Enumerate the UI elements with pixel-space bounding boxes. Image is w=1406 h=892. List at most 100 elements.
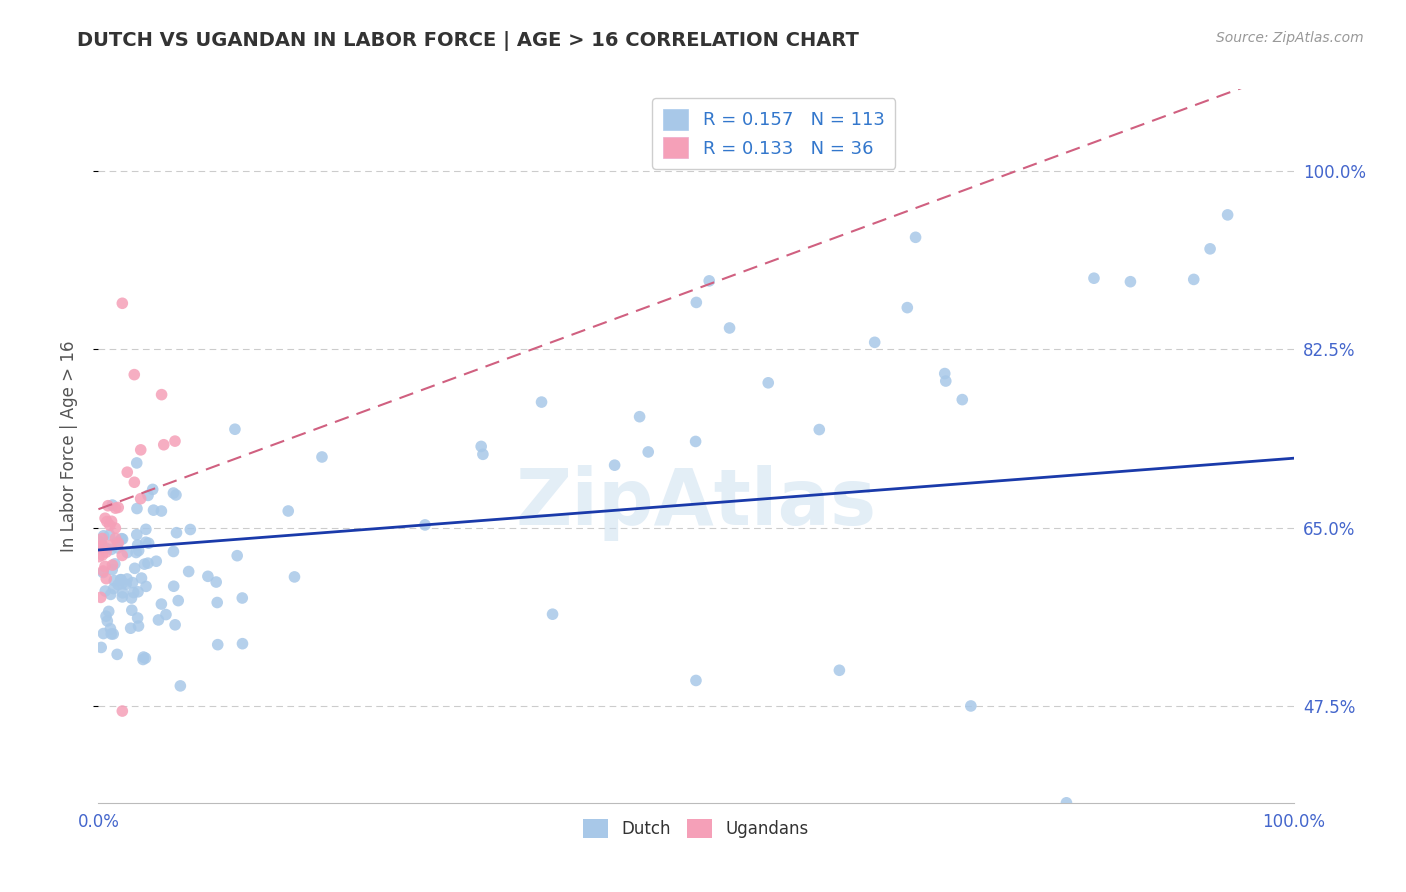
Point [179, 523, 201, 537]
Point [1216, 208, 1239, 222]
Point [685, 434, 707, 449]
Point [311, 450, 333, 464]
Point [163, 434, 186, 449]
Point [94, 511, 117, 525]
Point [94, 541, 117, 555]
Point [104, 521, 127, 535]
Point [205, 575, 228, 590]
Point [863, 335, 886, 350]
Point [165, 617, 187, 632]
Point [135, 535, 157, 549]
Point [105, 648, 128, 662]
Point [104, 531, 127, 545]
Point [91, 566, 114, 580]
Point [145, 554, 167, 568]
Point [121, 575, 143, 590]
Point [224, 422, 246, 436]
Point [128, 543, 150, 558]
Point [96, 614, 118, 628]
Legend: Dutch, Ugandans: Dutch, Ugandans [576, 812, 815, 845]
Point [125, 545, 148, 559]
Point [87, 540, 110, 554]
Point [226, 549, 249, 563]
Point [950, 392, 973, 407]
Point [91, 532, 114, 546]
Point [756, 376, 779, 390]
Point [91, 548, 114, 562]
Point [100, 622, 122, 636]
Point [628, 409, 651, 424]
Point [103, 574, 125, 588]
Point [98, 518, 121, 533]
Point [124, 475, 146, 490]
Point [283, 570, 305, 584]
Point [121, 591, 143, 605]
Point [277, 504, 299, 518]
Point [90, 640, 112, 655]
Point [96, 572, 118, 586]
Point [152, 438, 174, 452]
Point [934, 367, 956, 381]
Point [115, 545, 138, 559]
Point [117, 465, 139, 479]
Point [111, 576, 134, 591]
Point [1199, 242, 1222, 256]
Point [166, 525, 188, 540]
Point [177, 565, 200, 579]
Point [197, 569, 219, 583]
Point [90, 535, 112, 549]
Point [828, 663, 851, 677]
Point [131, 571, 153, 585]
Point [896, 301, 918, 315]
Point [470, 439, 492, 453]
Point [107, 577, 129, 591]
Point [1128, 805, 1150, 820]
Point [121, 603, 143, 617]
Point [471, 447, 494, 461]
Point [100, 587, 122, 601]
Point [124, 368, 146, 382]
Point [111, 296, 134, 310]
Point [90, 591, 112, 605]
Point [135, 579, 157, 593]
Point [111, 532, 134, 546]
Point [98, 538, 121, 552]
Point [142, 483, 165, 497]
Point [107, 536, 129, 550]
Point [697, 274, 720, 288]
Point [541, 607, 564, 622]
Text: Source: ZipAtlas.com: Source: ZipAtlas.com [1216, 31, 1364, 45]
Point [110, 532, 132, 546]
Point [125, 527, 148, 541]
Point [125, 501, 148, 516]
Point [91, 564, 114, 578]
Point [165, 488, 187, 502]
Point [1182, 272, 1205, 286]
Point [97, 604, 120, 618]
Point [530, 395, 553, 409]
Point [111, 549, 134, 563]
Point [150, 597, 173, 611]
Point [103, 627, 125, 641]
Point [1056, 796, 1078, 810]
Point [134, 651, 156, 665]
Point [142, 503, 165, 517]
Point [120, 621, 142, 635]
Point [155, 607, 177, 622]
Point [138, 536, 160, 550]
Point [169, 679, 191, 693]
Point [129, 442, 152, 457]
Point [150, 387, 173, 401]
Point [132, 652, 155, 666]
Point [107, 534, 129, 549]
Point [110, 573, 132, 587]
Point [136, 556, 159, 570]
Point [162, 486, 184, 500]
Point [163, 579, 186, 593]
Point [93, 529, 115, 543]
Point [935, 374, 957, 388]
Point [115, 572, 138, 586]
Point [134, 557, 156, 571]
Point [101, 558, 124, 572]
Point [1119, 275, 1142, 289]
